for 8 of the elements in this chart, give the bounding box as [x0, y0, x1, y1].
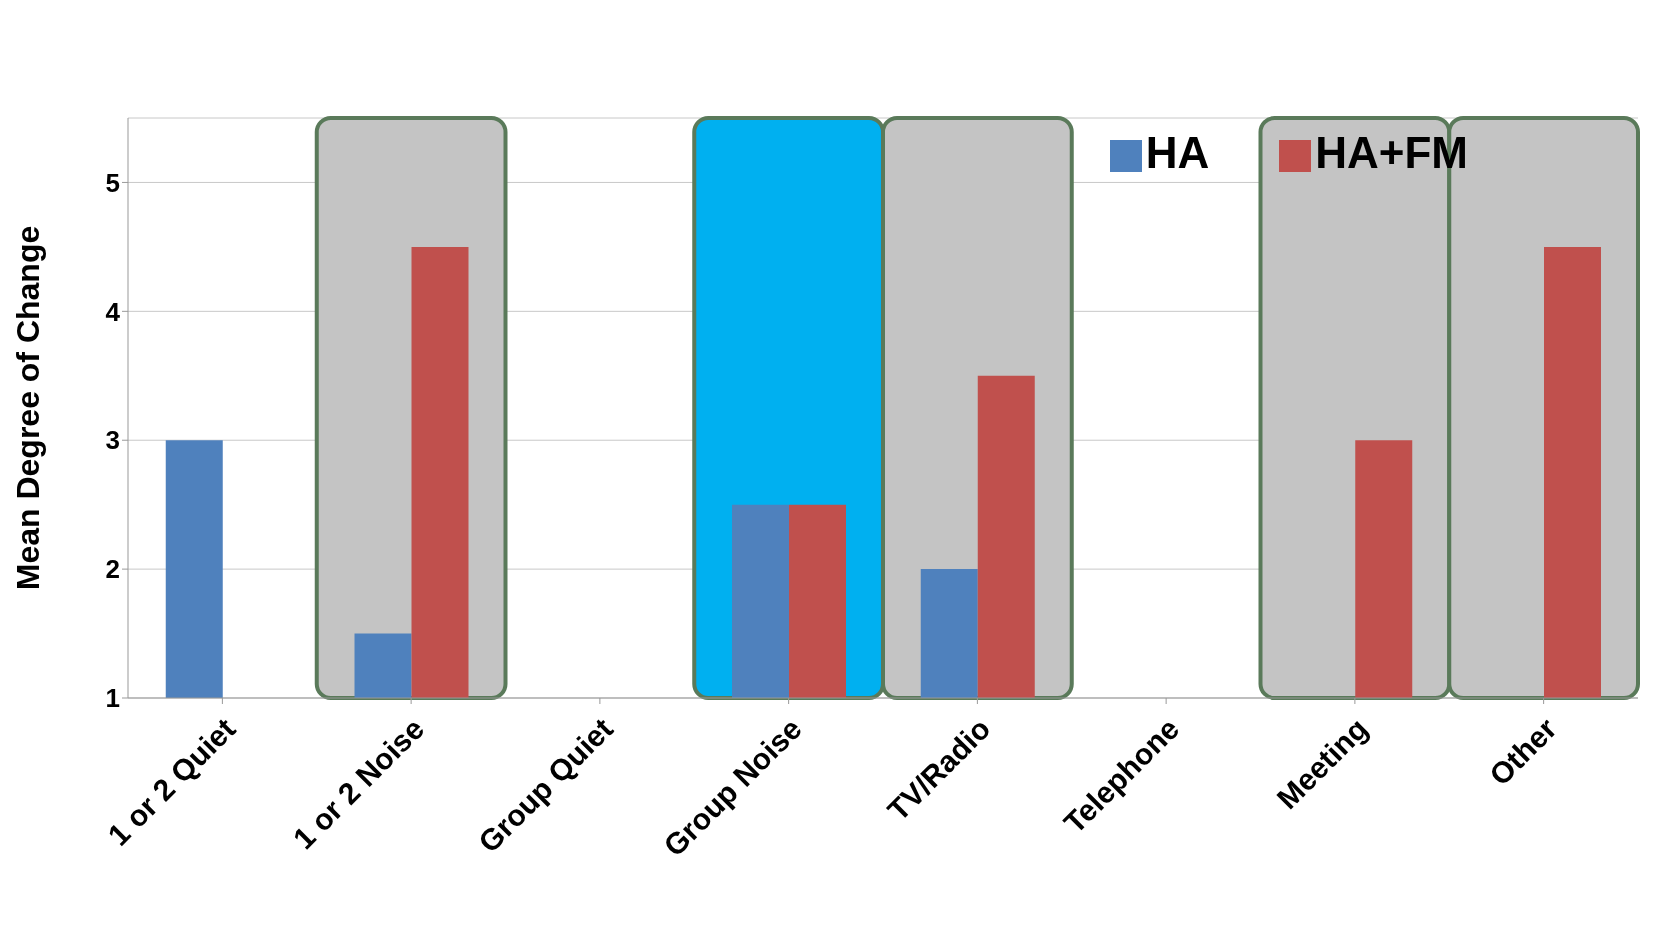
y-tick-label: 5 — [105, 167, 120, 198]
y-tick-label: 2 — [105, 554, 120, 585]
y-axis-title: Mean Degree of Change — [10, 225, 47, 591]
y-tick-label: 4 — [105, 296, 121, 327]
legend-label: HA — [1145, 128, 1210, 177]
legend-label: HA+FM — [1315, 128, 1468, 177]
y-tick-label: 1 — [105, 683, 120, 714]
y-tick-label: 3 — [105, 425, 120, 456]
